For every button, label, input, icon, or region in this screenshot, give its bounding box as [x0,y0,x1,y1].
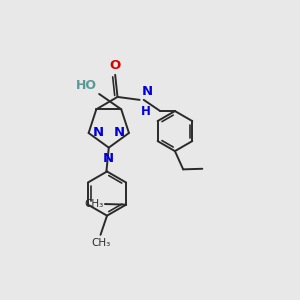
Text: N: N [93,127,104,140]
Text: N: N [114,127,125,140]
Text: H: H [141,105,151,118]
Text: N: N [141,85,152,98]
Text: N: N [103,152,114,165]
Text: HO: HO [76,79,97,92]
Text: CH₃: CH₃ [91,238,110,248]
Text: CH₃: CH₃ [84,199,103,209]
Text: O: O [110,59,121,72]
